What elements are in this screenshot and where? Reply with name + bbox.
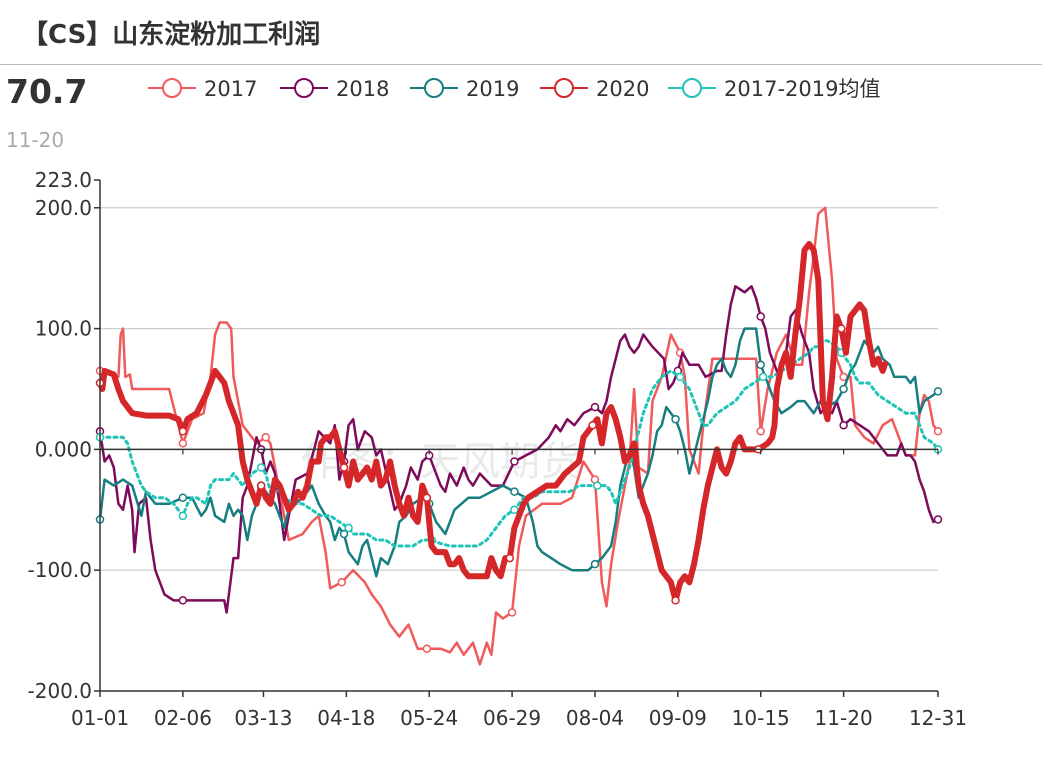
legend-marker [554,78,574,98]
data-point [756,312,765,321]
data-point [178,596,188,605]
title-divider [0,64,1042,65]
data-point [933,515,943,524]
data-point [590,559,600,569]
data-point [839,384,848,394]
y-tick-label: -100.0 [28,558,92,582]
y-tick-label: 0.000 [35,437,92,461]
data-point [261,433,271,442]
x-tick-label: 09-09 [649,706,707,730]
legend-marker [424,78,444,98]
x-tick-label: 01-01 [71,706,129,730]
legend-label: 2018 [336,77,389,101]
data-point [256,481,266,490]
data-point [756,427,765,436]
data-point [422,644,432,653]
data-point [344,523,353,533]
data-point [593,481,602,490]
legend-marker [682,78,702,98]
x-tick-label: 05-24 [400,706,458,730]
legend-marker [294,78,314,98]
latest-date: 11-20 [6,128,65,152]
x-tick-label: 02-06 [154,706,212,730]
data-point [675,372,685,382]
x-tick-label: 08-04 [566,706,624,730]
x-tick-label: 11-20 [815,706,873,730]
series-line-2017-2019均值 [98,339,940,548]
data-point [178,493,188,502]
legend-item-2017-2019均值[interactable]: 2017-2019均值 [668,77,880,101]
x-tick-label: 04-18 [317,706,375,730]
data-point [933,427,943,436]
data-point [422,493,432,502]
x-tick-label: 03-13 [234,706,292,730]
data-point [505,553,515,563]
data-point [758,372,768,382]
latest-value: 70.7 [6,72,88,111]
data-point [507,608,517,617]
data-point [510,505,519,515]
series-layer [95,206,943,666]
data-point [671,414,680,424]
legend-marker [162,78,182,98]
data-point [839,420,848,430]
y-tick-label: 100.0 [35,317,92,341]
x-tick-label: 12-31 [909,706,967,730]
data-point [510,487,519,496]
legend-label: 2017 [204,77,257,101]
data-point [339,463,349,472]
series-line-2017 [98,206,940,666]
legend-item-2017[interactable]: 2017 [148,77,257,101]
data-point [933,387,943,396]
legend-label: 2019 [466,77,519,101]
data-point [339,529,349,539]
data-point [178,427,188,436]
y-tick-label: 223.0 [35,168,92,192]
legend-item-2020[interactable]: 2020 [540,77,649,101]
data-point [756,360,765,370]
data-point [178,511,188,521]
x-tick-label: 06-29 [483,706,541,730]
series-line-2018 [98,285,940,614]
legend-label: 2017-2019均值 [724,77,880,101]
legend[interactable]: 2017 2018 2019 2020 2017-2019均值 [148,77,880,101]
data-point [337,578,346,587]
data-point [256,463,266,472]
data-point [837,324,846,333]
data-point [510,457,519,466]
chart-title: 【CS】山东淀粉加工利润 [22,20,321,50]
y-tick-label: 200.0 [35,196,92,220]
data-point [590,402,600,412]
data-point [588,420,597,430]
data-point [178,439,188,448]
data-point [671,596,680,605]
axes: 223.0 200.0 100.0 0.000 -100.0 -200.0 01-01 02-… [28,168,968,730]
x-tick-label: 10-15 [732,706,790,730]
legend-item-2018[interactable]: 2018 [280,77,389,101]
legend-label: 2020 [596,77,649,101]
legend-item-2019[interactable]: 2019 [410,77,519,101]
series-line-2020 [97,241,888,604]
y-tick-label: -200.0 [28,679,92,703]
